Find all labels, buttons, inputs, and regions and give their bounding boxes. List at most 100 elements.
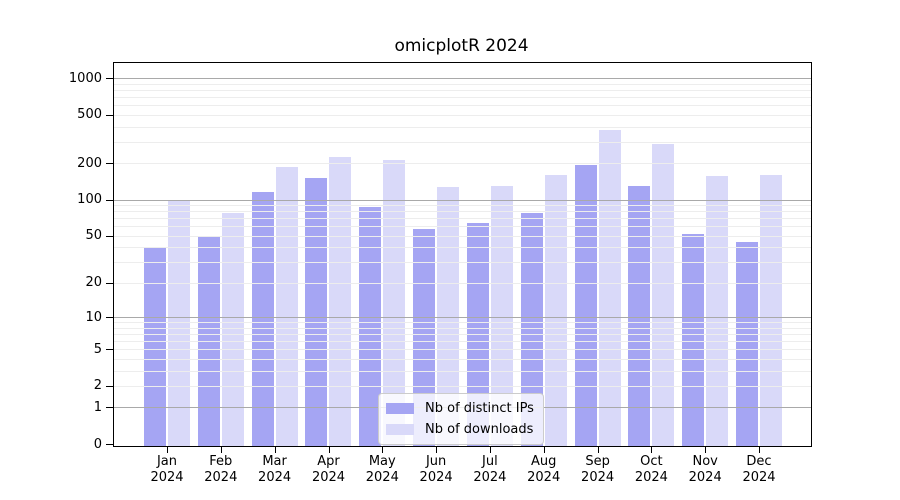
bar-distinct-ips-aug (520, 212, 543, 446)
y-tick-50 (106, 235, 113, 237)
x-tick-label-sep: Sep 2024 (568, 454, 628, 486)
month-label: Mar (262, 454, 287, 469)
y-tick-label-50: 50 (85, 228, 102, 244)
bar-downloads-apr (329, 156, 352, 446)
year-label: 2024 (150, 470, 184, 485)
month-label: Jan (156, 454, 178, 469)
gridline-200 (114, 163, 811, 165)
legend-swatch-distinct-ips (386, 402, 414, 414)
x-tick-dec (759, 447, 760, 453)
chart-title: omicplotR 2024 (394, 36, 529, 56)
bar-distinct-ips-nov (682, 233, 705, 446)
legend-entry-downloads: Nb of downloads (386, 420, 534, 438)
x-tick-label-may: May 2024 (352, 454, 412, 486)
gridline-300 (114, 141, 811, 143)
y-tick-label-10: 10 (85, 309, 102, 325)
bar-distinct-ips-sep (574, 164, 597, 446)
month-label: Sep (585, 454, 610, 469)
month-label: May (368, 454, 396, 469)
year-label: 2024 (473, 470, 507, 485)
x-tick-label-aug: Aug 2024 (514, 454, 574, 486)
month-label: Nov (692, 454, 718, 469)
bar-downloads-dec (760, 174, 783, 446)
gridline-700 (114, 96, 811, 98)
month-label: Dec (746, 454, 772, 469)
x-tick-feb (220, 447, 222, 453)
y-tick-label-5: 5 (93, 341, 102, 357)
month-label: Jun (425, 454, 447, 469)
bar-distinct-ips-apr (305, 178, 328, 446)
x-tick-label-apr: Apr 2024 (299, 454, 359, 486)
y-tick-100 (106, 199, 113, 201)
legend-entry-distinct-ips: Nb of distinct IPs (386, 399, 534, 417)
x-tick-aug (543, 447, 545, 453)
x-tick-label-mar: Mar 2024 (245, 454, 305, 486)
gridline-800 (114, 89, 811, 91)
bar-distinct-ips-mar (251, 192, 274, 446)
y-tick-label-200: 200 (77, 155, 102, 171)
x-tick-label-nov: Nov 2024 (675, 454, 735, 486)
y-tick-label-20: 20 (85, 275, 102, 291)
legend-swatch-downloads (386, 423, 414, 435)
x-tick-nov (705, 447, 707, 453)
y-tick-200 (106, 163, 113, 165)
year-label: 2024 (311, 470, 346, 485)
x-tick-label-feb: Feb 2024 (191, 454, 251, 486)
y-tick-2 (106, 385, 113, 387)
bar-distinct-ips-jan (144, 247, 166, 446)
x-tick-label-jan: Jan 2024 (137, 454, 197, 486)
month-label: Aug (530, 454, 557, 469)
x-tick-apr (328, 447, 330, 453)
bar-downloads-oct (652, 143, 675, 446)
bar-downloads-jun (437, 186, 460, 446)
month-label: Oct (640, 454, 663, 469)
month-label: Feb (209, 454, 233, 469)
month-label: Jul (482, 454, 498, 469)
y-tick-label-2: 2 (93, 378, 102, 394)
gridline-400 (114, 126, 811, 128)
bar-downloads-may (383, 160, 406, 446)
y-tick-20 (106, 282, 113, 284)
year-label: 2024 (527, 470, 561, 485)
gridline-500 (114, 114, 811, 116)
y-tick-label-1000: 1000 (68, 70, 102, 86)
month-label: Apr (317, 454, 340, 469)
bar-downloads-jan (168, 199, 190, 446)
bar-downloads-mar (275, 167, 298, 446)
bar-downloads-feb (221, 212, 244, 446)
legend-label-distinct-ips: Nb of distinct IPs (425, 400, 534, 416)
y-tick-1 (106, 407, 113, 409)
year-label: 2024 (688, 470, 722, 485)
y-tick-label-1: 1 (93, 399, 102, 415)
year-label: 2024 (365, 470, 399, 485)
x-tick-sep (597, 447, 599, 453)
x-tick-label-oct: Oct 2024 (621, 454, 681, 486)
x-tick-label-dec: Dec 2024 (729, 454, 789, 486)
year-label: 2024 (634, 470, 668, 485)
plot-area: 0 1 2 5 10 20 50 100 200 500 1000 Jan 2024 Feb 2024 Mar… (69, 62, 812, 485)
y-tick-500 (106, 114, 113, 116)
bar-downloads-sep (598, 130, 621, 446)
y-tick-10 (106, 317, 113, 318)
x-tick-jun (436, 447, 438, 453)
bar-distinct-ips-oct (628, 185, 651, 446)
bar-distinct-ips-feb (197, 235, 220, 446)
x-tick-may (382, 447, 384, 453)
bar-downloads-nov (706, 176, 729, 446)
gridline-1000 (114, 78, 811, 79)
y-tick-0 (106, 444, 113, 445)
bar-distinct-ips-dec (736, 242, 759, 446)
gridline-600 (114, 105, 811, 107)
gridline-900 (114, 83, 811, 85)
x-tick-label-jul: Jul 2024 (460, 454, 520, 486)
year-label: 2024 (419, 470, 453, 485)
year-label: 2024 (581, 470, 615, 485)
y-tick-label-500: 500 (77, 107, 102, 123)
y-tick-5 (106, 349, 113, 351)
x-tick-jan (167, 447, 168, 453)
year-label: 2024 (258, 470, 292, 485)
y-tick-label-0: 0 (93, 436, 102, 452)
x-tick-mar (274, 447, 276, 453)
legend: Nb of distinct IPs Nb of downloads (378, 393, 544, 445)
